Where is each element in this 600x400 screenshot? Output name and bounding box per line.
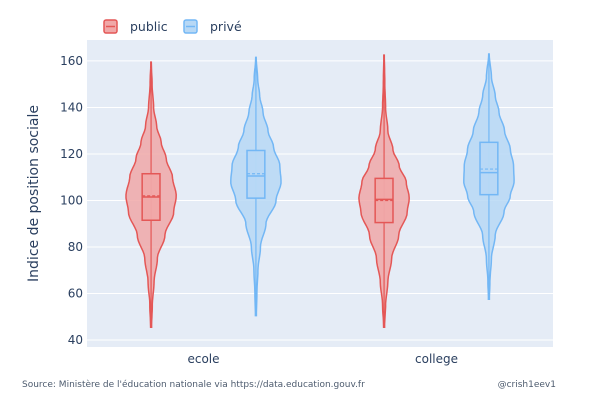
legend[interactable]: public privé [103, 19, 242, 34]
y-tick-label: 100 [60, 193, 83, 207]
violins [125, 53, 515, 328]
y-tick-label: 40 [68, 333, 83, 347]
legend-item-privé[interactable]: privé [183, 19, 242, 34]
violin-privé-ecole [230, 56, 282, 317]
y-tick-label: 160 [60, 54, 83, 68]
violin-public-college [358, 54, 410, 328]
violin-public-ecole [125, 61, 177, 328]
violin-privé-college [463, 53, 515, 301]
x-axis-ticks: ecole college [187, 352, 458, 366]
y-tick-label: 60 [68, 287, 83, 301]
y-tick-label: 120 [60, 147, 83, 161]
y-tick-label: 80 [68, 240, 83, 254]
x-tick-label: ecole [187, 352, 219, 366]
legend-label: privé [210, 19, 242, 34]
source-note: Source: Ministère de l'éducation nationa… [22, 380, 365, 390]
y-tick-label: 140 [60, 100, 83, 114]
legend-item-public[interactable]: public [103, 19, 168, 34]
credit-note: @crish1eev1 [497, 380, 556, 390]
y-axis-title: Indice de position sociale [26, 105, 42, 282]
y-axis-ticks: 40 60 80 100 120 140 160 [60, 54, 83, 347]
legend-label: public [130, 19, 168, 34]
x-tick-label: college [415, 352, 458, 366]
